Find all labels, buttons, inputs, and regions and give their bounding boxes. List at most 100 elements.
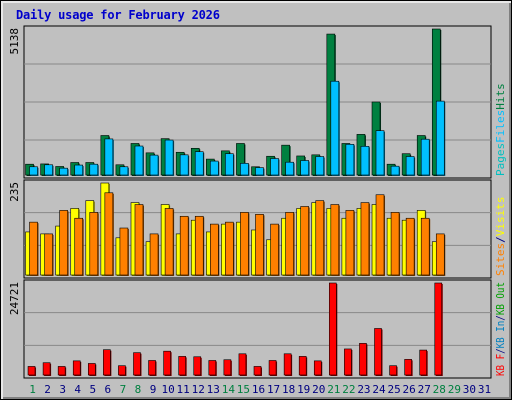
y-max-label: 235 bbox=[8, 182, 21, 202]
bar-files-25 bbox=[390, 165, 401, 176]
chart-title: Daily usage for February 2026 bbox=[16, 8, 220, 22]
bar-files-8 bbox=[134, 145, 144, 176]
bar-sites-1 bbox=[29, 221, 39, 276]
bar-kb-f-9 bbox=[148, 360, 157, 376]
x-tick-label-6: 6 bbox=[105, 383, 112, 396]
bar-files-7 bbox=[119, 166, 129, 176]
bar-kb-f-6 bbox=[103, 349, 112, 376]
bar-sites-21 bbox=[330, 204, 340, 276]
x-tick-label-11: 11 bbox=[177, 383, 190, 396]
bar-kb-f-19 bbox=[298, 356, 308, 376]
bar-files-24 bbox=[375, 130, 386, 176]
bar-files-19 bbox=[300, 160, 310, 176]
bar-files-3 bbox=[59, 167, 69, 176]
x-tick-label-7: 7 bbox=[120, 383, 127, 396]
bar-sites-15 bbox=[240, 212, 250, 276]
bar-kb-f-27 bbox=[419, 349, 428, 376]
bar-kb-f-2 bbox=[42, 362, 52, 376]
bar-sites-13 bbox=[210, 223, 220, 276]
x-tick-label-25: 25 bbox=[387, 383, 400, 396]
x-tick-label-26: 26 bbox=[403, 383, 416, 396]
legend-entry: Hits bbox=[494, 83, 507, 110]
x-tick-label-4: 4 bbox=[74, 383, 81, 396]
bar-files-23 bbox=[360, 146, 370, 176]
bar-kb-f-18 bbox=[283, 353, 293, 376]
legend-entry: / bbox=[494, 315, 507, 321]
x-tick-label-10: 10 bbox=[161, 383, 174, 396]
legend-entry: / bbox=[494, 236, 507, 243]
x-tick-label-3: 3 bbox=[59, 383, 66, 396]
legend-entry: KB In bbox=[494, 321, 507, 349]
legend-entry: / bbox=[494, 348, 507, 354]
bar-sites-14 bbox=[225, 221, 235, 276]
bar-kb-f-24 bbox=[374, 328, 383, 376]
bar-files-15 bbox=[240, 163, 250, 176]
bar-sites-7 bbox=[119, 227, 129, 276]
bar-files-12 bbox=[194, 151, 205, 176]
bar-kb-f-8 bbox=[133, 352, 142, 376]
bar-sites-10 bbox=[164, 208, 175, 276]
bar-kb-f-10 bbox=[163, 350, 172, 376]
bar-files-16 bbox=[255, 167, 265, 176]
bar-files-4 bbox=[74, 164, 84, 176]
bar-sites-25 bbox=[390, 212, 401, 276]
x-tick-label-31: 31 bbox=[478, 383, 491, 396]
x-tick-label-30: 30 bbox=[463, 383, 476, 396]
bar-kb-f-11 bbox=[178, 356, 187, 376]
bar-sites-22 bbox=[345, 210, 355, 276]
bar-kb-f-22 bbox=[344, 348, 353, 376]
x-tick-label-15: 15 bbox=[237, 383, 250, 396]
x-tick-label-19: 19 bbox=[297, 383, 310, 396]
bar-files-10 bbox=[164, 139, 175, 176]
bar-files-1 bbox=[29, 166, 39, 176]
bar-sites-8 bbox=[134, 204, 144, 276]
x-tick-label-16: 16 bbox=[252, 383, 265, 396]
bar-files-20 bbox=[315, 156, 325, 176]
bar-kb-f-21 bbox=[329, 282, 338, 376]
legend-entry: Visits bbox=[494, 197, 507, 237]
legend-entry: Files bbox=[494, 110, 507, 143]
bar-sites-16 bbox=[255, 214, 265, 276]
x-tick-label-5: 5 bbox=[89, 383, 96, 396]
bar-kb-f-7 bbox=[118, 365, 127, 376]
bar-files-14 bbox=[225, 153, 235, 176]
bar-sites-3 bbox=[59, 210, 69, 276]
bar-sites-28 bbox=[435, 233, 446, 276]
x-tick-label-14: 14 bbox=[222, 383, 236, 396]
bar-kb-f-12 bbox=[193, 356, 202, 376]
right-legend-hits_files: PagesFilesHits bbox=[494, 83, 507, 176]
bar-files-18 bbox=[285, 161, 295, 176]
x-tick-label-17: 17 bbox=[267, 383, 280, 396]
bar-files-22 bbox=[345, 144, 355, 176]
bar-sites-23 bbox=[360, 202, 370, 276]
x-tick-label-24: 24 bbox=[372, 383, 386, 396]
bar-kb-f-1 bbox=[27, 366, 37, 376]
legend-entry: Sites bbox=[494, 243, 507, 276]
legend-entry: KB F bbox=[494, 354, 507, 376]
bar-files-21 bbox=[330, 80, 340, 176]
bar-sites-6 bbox=[104, 192, 114, 276]
bar-kb-f-20 bbox=[313, 360, 323, 376]
y-max-label: 24721 bbox=[8, 282, 21, 315]
bar-files-11 bbox=[179, 154, 190, 176]
bar-kb-f-17 bbox=[268, 360, 278, 376]
x-tick-label-29: 29 bbox=[448, 383, 461, 396]
x-tick-label-13: 13 bbox=[207, 383, 220, 396]
bar-kb-f-16 bbox=[253, 366, 262, 376]
bar-kb-f-28 bbox=[434, 282, 443, 376]
bar-files-26 bbox=[405, 156, 416, 176]
bar-sites-9 bbox=[149, 233, 160, 276]
x-tick-label-9: 9 bbox=[150, 383, 157, 396]
bar-sites-27 bbox=[420, 217, 431, 276]
x-tick-label-22: 22 bbox=[342, 383, 355, 396]
bar-kb-f-5 bbox=[87, 363, 97, 376]
bar-files-13 bbox=[210, 160, 220, 176]
bar-kb-f-23 bbox=[359, 343, 368, 376]
bar-files-5 bbox=[89, 163, 99, 176]
bar-sites-24 bbox=[375, 194, 386, 276]
bar-files-27 bbox=[420, 138, 431, 176]
x-tick-label-2: 2 bbox=[44, 383, 51, 396]
x-tick-label-23: 23 bbox=[357, 383, 370, 396]
right-legend-kbytes: KB F/KB In/KB Out bbox=[494, 282, 507, 376]
bar-files-9 bbox=[149, 154, 160, 176]
